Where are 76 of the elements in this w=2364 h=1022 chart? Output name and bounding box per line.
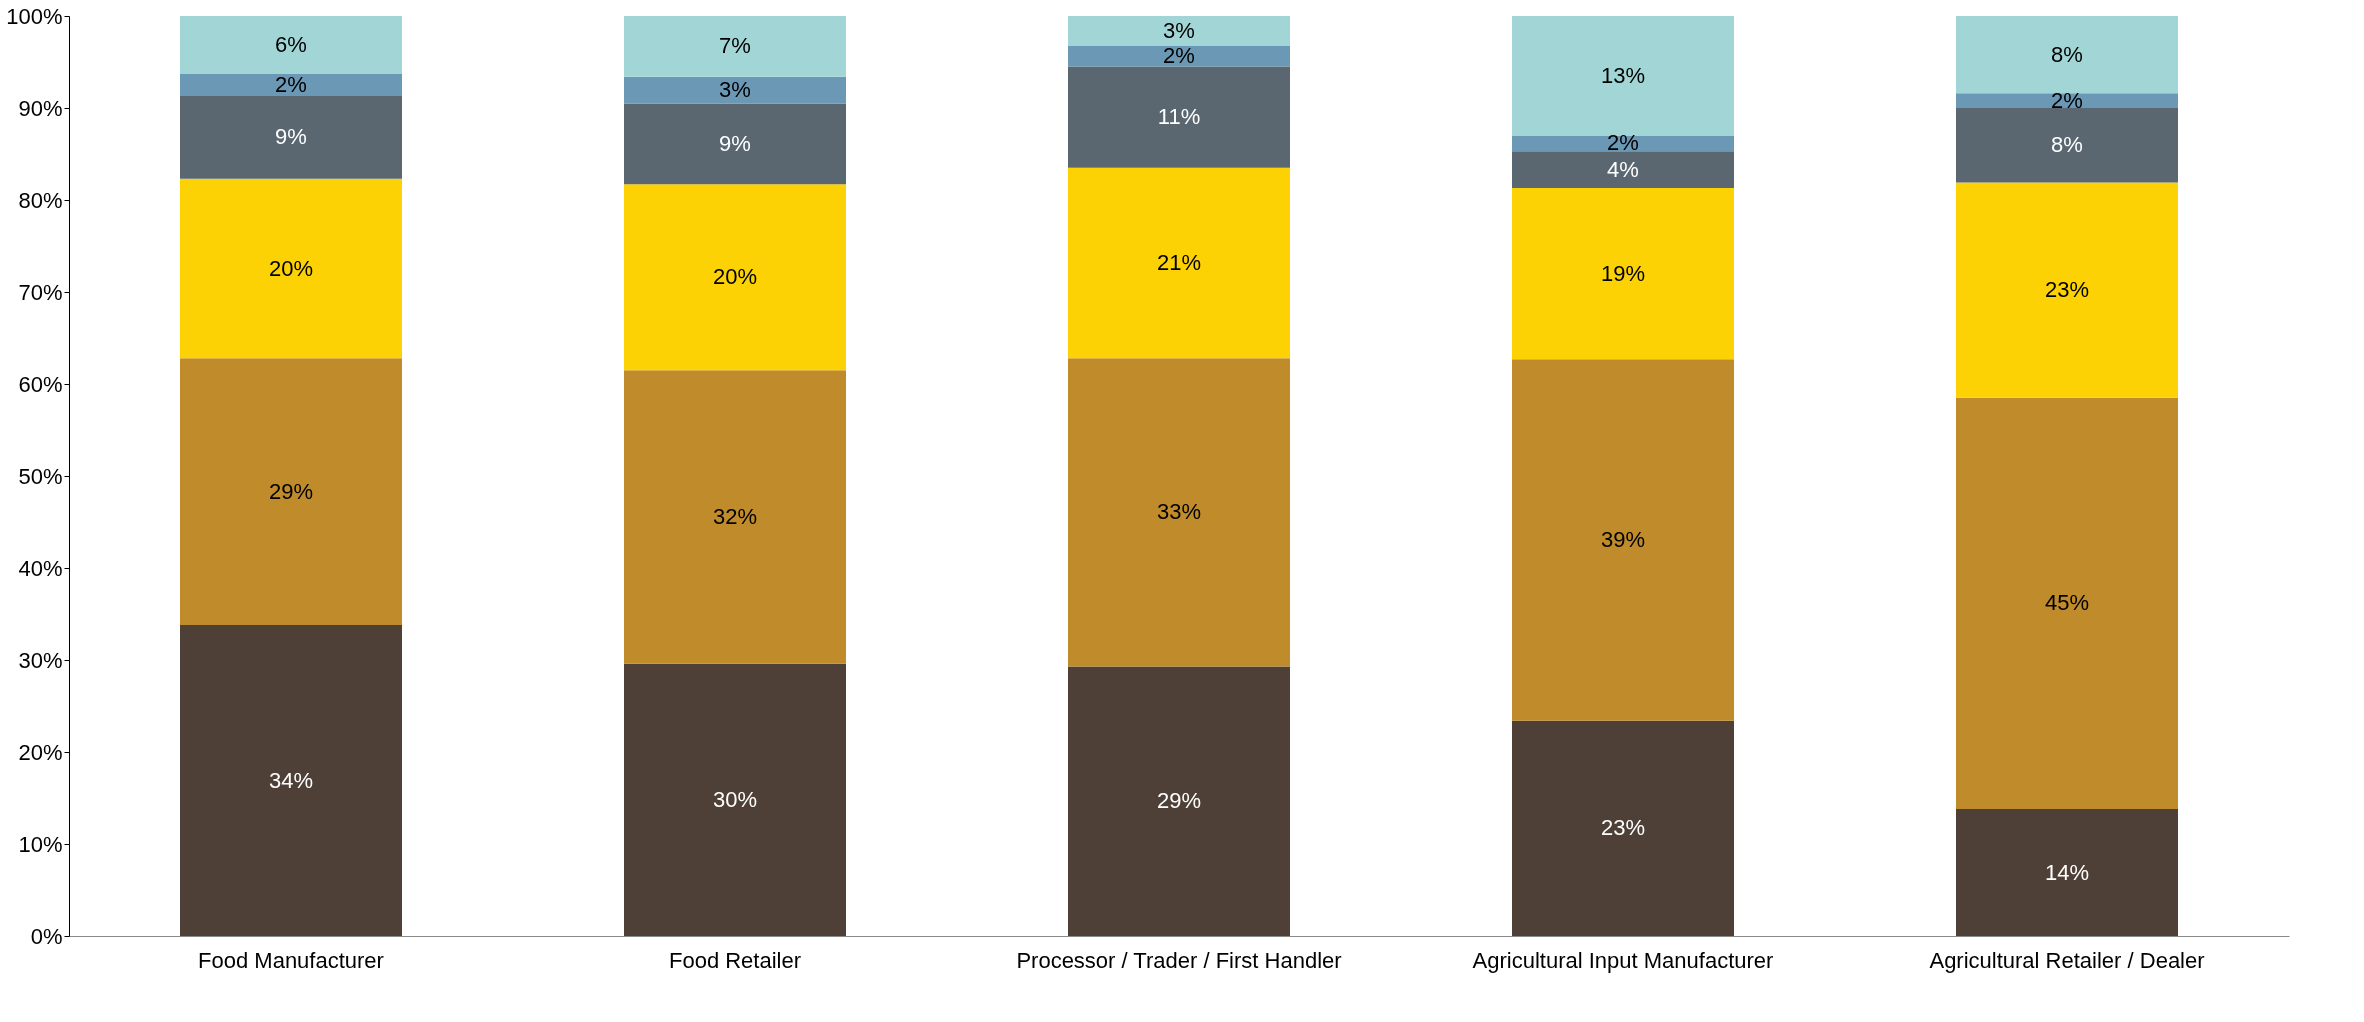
data-label: 39% — [1600, 526, 1646, 552]
data-label: 9% — [719, 130, 751, 156]
bar — [180, 178, 402, 359]
data-label: 20% — [712, 264, 758, 290]
bar — [624, 16, 846, 77]
data-label: 3% — [1163, 17, 1195, 43]
bar — [180, 73, 402, 97]
y-tick-label: 30% — [18, 647, 63, 673]
bar — [1068, 45, 1290, 67]
bar — [1512, 359, 1734, 721]
data-label: 29% — [268, 478, 314, 504]
bar — [1068, 16, 1290, 46]
data-label: 9% — [275, 124, 307, 150]
data-label: 45% — [2044, 590, 2090, 616]
y-tick-label: 80% — [18, 187, 63, 213]
bar — [1512, 135, 1734, 152]
bar — [1068, 358, 1290, 667]
data-label: 2% — [275, 72, 307, 97]
data-label: 4% — [1607, 156, 1639, 182]
y-tick-label: 0% — [30, 923, 63, 949]
y-tick-label: 40% — [18, 555, 63, 581]
data-label: 3% — [719, 77, 751, 103]
bar — [180, 625, 402, 936]
data-label: 11% — [1157, 104, 1201, 130]
bar — [180, 16, 402, 74]
data-label: 32% — [712, 503, 758, 529]
data-label: 19% — [1600, 260, 1646, 286]
bar — [1956, 397, 2178, 810]
x-tick-label: Agricultural Retailer / Dealer — [1929, 947, 2205, 973]
bar — [624, 370, 846, 664]
data-label: 23% — [2044, 277, 2090, 303]
data-label: 8% — [2051, 41, 2083, 67]
bar — [1956, 93, 2178, 108]
y-tick-label: 50% — [18, 463, 63, 489]
bar — [1512, 720, 1734, 936]
data-label: 21% — [1156, 250, 1202, 276]
bar — [1956, 182, 2178, 398]
x-tick-label: Processor / Trader / First Handler — [1016, 947, 1342, 973]
bar — [1512, 151, 1734, 189]
y-tick-label: 90% — [18, 95, 63, 121]
bar — [624, 76, 846, 104]
bar — [1068, 167, 1290, 359]
data-label: 29% — [1156, 788, 1202, 814]
bar — [624, 663, 846, 936]
y-tick-label: 60% — [18, 371, 63, 397]
bar — [180, 96, 402, 179]
y-tick-label: 70% — [18, 279, 63, 305]
data-label: 2% — [1607, 130, 1639, 156]
data-label: 23% — [1600, 815, 1646, 841]
y-tick-label: 100% — [6, 3, 63, 29]
data-label: 14% — [2044, 859, 2090, 885]
x-tick-label: Food Manufacturer — [198, 947, 384, 973]
y-tick-label: 10% — [18, 831, 63, 857]
data-label: 2% — [1163, 43, 1195, 69]
bar — [180, 358, 402, 626]
bar — [624, 103, 846, 185]
data-label: 8% — [2051, 132, 2083, 158]
data-label: 13% — [1600, 62, 1646, 88]
bar — [1956, 108, 2178, 183]
x-tick-label: Food Retailer — [668, 947, 802, 973]
bar — [624, 184, 846, 371]
data-label: 33% — [1156, 499, 1202, 525]
bar — [1068, 666, 1290, 936]
x-tick-label: Agricultural Input Manufacturer — [1472, 947, 1774, 973]
data-label: 34% — [268, 767, 314, 793]
bar — [1512, 16, 1734, 136]
y-tick-label: 20% — [18, 739, 63, 765]
data-label: 20% — [268, 255, 314, 281]
data-label: 7% — [719, 33, 751, 59]
bar — [1956, 809, 2178, 936]
bar — [1956, 16, 2178, 94]
data-label: 6% — [275, 31, 307, 57]
data-label: 30% — [712, 786, 758, 812]
data-label: 2% — [2051, 87, 2083, 113]
bar — [1068, 66, 1290, 168]
bar — [1512, 188, 1734, 360]
